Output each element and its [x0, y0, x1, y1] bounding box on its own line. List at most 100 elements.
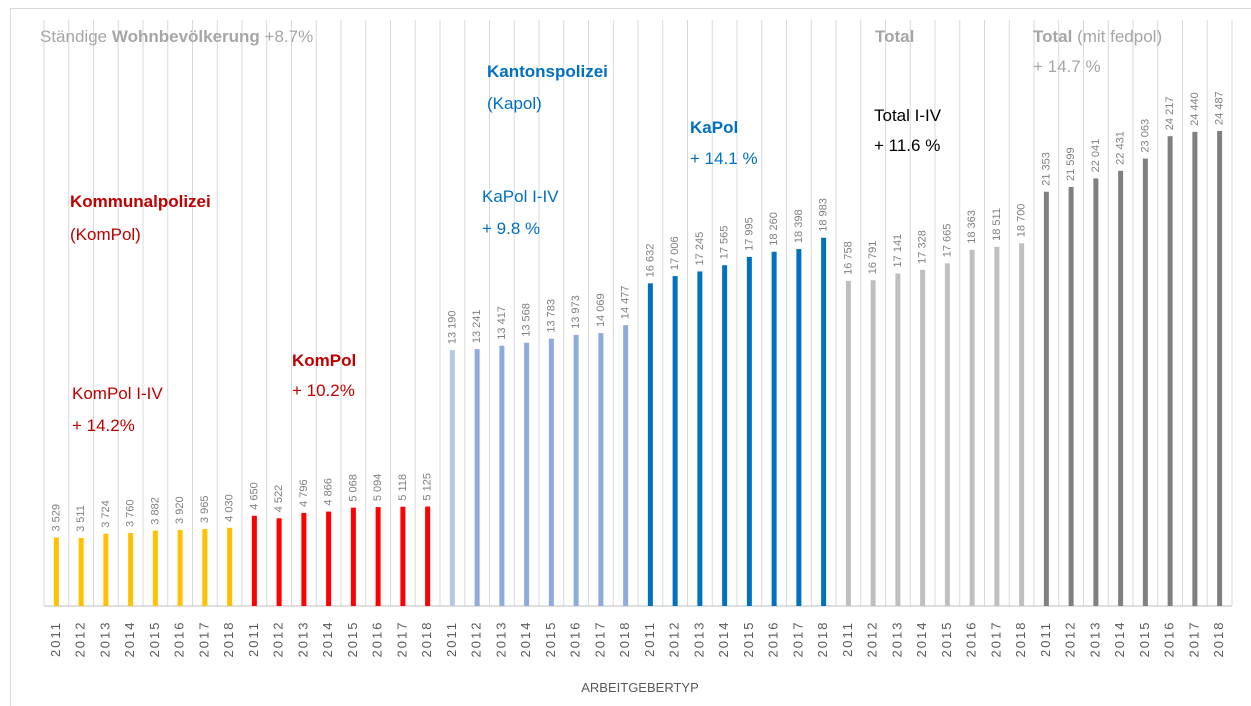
data-label: 16 791 [867, 241, 879, 275]
annotation: Kommunalpolizei [70, 192, 211, 211]
data-label: 13 973 [570, 295, 582, 329]
data-label: 22 431 [1115, 131, 1127, 165]
annotation-part: (KomPol) [70, 225, 141, 244]
data-label: 24 440 [1189, 92, 1201, 126]
x-tick-label: 2014 [1112, 621, 1127, 658]
bar [251, 515, 257, 606]
x-tick-label: 2014 [914, 621, 929, 658]
data-label: 21 353 [1040, 152, 1052, 186]
data-label: 13 568 [521, 303, 533, 337]
annotation-part: + 14.7 % [1033, 57, 1101, 76]
annotation-part: (mit fedpol) [1072, 27, 1162, 46]
annotation-part: Kantonspolizei [487, 62, 608, 81]
annotation-part: + 14.2% [72, 416, 135, 435]
bar [202, 529, 208, 606]
bar [400, 506, 406, 606]
data-label: 17 665 [941, 224, 953, 258]
x-tick-label: 2015 [1137, 621, 1152, 658]
data-label: 18 363 [966, 210, 978, 244]
data-label: 23 063 [1139, 119, 1151, 153]
bar [944, 263, 950, 606]
data-label: 17 328 [917, 230, 929, 264]
x-tick-label: 2016 [766, 621, 781, 658]
annotation: + 10.2% [292, 381, 355, 400]
bar [53, 537, 59, 606]
data-label: 3 760 [125, 500, 137, 528]
bar [994, 246, 1000, 606]
data-label: 13 190 [446, 310, 458, 344]
bar [1093, 178, 1099, 606]
bar [375, 507, 381, 606]
data-label: 4 030 [224, 494, 236, 522]
annotation-part: KaPol [690, 118, 738, 137]
annotation: + 14.2% [72, 416, 135, 435]
bar [672, 276, 678, 606]
x-tick-label: 2017 [1186, 621, 1201, 658]
data-label: 5 118 [397, 474, 409, 501]
annotation: (KomPol) [70, 225, 141, 244]
annotation: (Kapol) [487, 94, 542, 113]
data-label: 18 511 [991, 208, 1003, 241]
data-label: 13 417 [496, 306, 508, 340]
x-tick-label: 2014 [716, 621, 731, 658]
data-label: 3 965 [199, 496, 211, 524]
x-tick-label: 2011 [48, 621, 63, 657]
annotation-part: KomPol I-IV [72, 384, 163, 403]
data-label: 4 650 [248, 482, 260, 510]
annotation: KaPol I-IV [482, 187, 559, 206]
x-tick-label: 2012 [667, 621, 682, 658]
x-tick-label: 2017 [790, 621, 805, 658]
annotation-part: Ständige [40, 27, 112, 46]
data-label: 17 141 [892, 234, 904, 268]
bar [227, 527, 233, 606]
x-tick-label: 2012 [469, 621, 484, 658]
annotation-part: KaPol I-IV [482, 187, 559, 206]
data-label: 3 920 [174, 496, 186, 524]
bar [1068, 186, 1074, 606]
data-label: 17 565 [719, 226, 731, 260]
x-tick-label: 2016 [964, 621, 979, 658]
bar [350, 507, 356, 606]
bar [301, 512, 307, 606]
bar [845, 280, 851, 606]
x-tick-label: 2013 [97, 621, 112, 658]
bar [598, 333, 604, 606]
annotation-part: Total I-IV [874, 106, 942, 125]
data-label: 5 068 [347, 474, 359, 502]
data-label: 16 632 [644, 244, 656, 278]
data-label: 13 241 [471, 309, 483, 343]
data-label: 14 069 [595, 293, 607, 327]
x-tick-label: 2013 [691, 621, 706, 658]
bar [276, 518, 282, 606]
annotation-part: +8.7% [260, 27, 313, 46]
annotation: Total I-IV [874, 106, 942, 125]
bar [870, 280, 876, 606]
x-tick-label: 2014 [320, 621, 335, 658]
bar [1043, 191, 1049, 606]
annotation-part: + 11.6 % [874, 136, 940, 155]
bar [895, 273, 901, 606]
x-tick-label: 2011 [246, 621, 261, 657]
data-label: 3 724 [100, 500, 112, 528]
x-tick-label: 2013 [889, 621, 904, 658]
bar [524, 342, 530, 606]
x-tick-label: 2018 [1211, 621, 1226, 658]
x-tick-label: 2015 [939, 621, 954, 658]
data-label: 21 599 [1065, 147, 1077, 181]
annotation-part: Total [875, 27, 914, 46]
data-label: 4 866 [323, 478, 335, 506]
chart-frame [10, 8, 1251, 706]
bar [1019, 243, 1025, 606]
x-tick-label: 2012 [271, 621, 286, 658]
bar [78, 537, 84, 606]
x-tick-label: 2018 [419, 621, 434, 658]
annotation: + 14.7 % [1033, 57, 1101, 76]
bar [1167, 136, 1173, 607]
bar [796, 249, 802, 606]
x-tick-label: 2012 [865, 621, 880, 658]
bar [548, 338, 554, 606]
annotation-part: + 10.2% [292, 381, 355, 400]
data-label: 24 487 [1214, 91, 1226, 125]
x-tick-label: 2016 [1162, 621, 1177, 658]
